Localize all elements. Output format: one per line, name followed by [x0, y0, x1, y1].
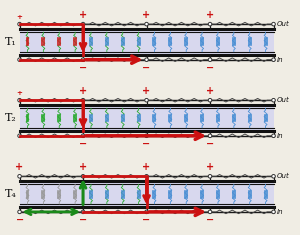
Text: +: +: [142, 86, 151, 96]
Text: +: +: [79, 10, 87, 20]
Circle shape: [81, 210, 85, 214]
Text: +: +: [206, 86, 214, 96]
Text: +: +: [206, 162, 214, 172]
Text: −: −: [142, 139, 151, 149]
Text: T₁: T₁: [5, 37, 16, 47]
Text: −: −: [142, 63, 151, 73]
Circle shape: [18, 210, 21, 214]
Circle shape: [145, 134, 148, 137]
Circle shape: [208, 22, 212, 26]
Text: −: −: [206, 63, 214, 73]
Text: In: In: [277, 133, 283, 139]
Text: +: +: [142, 10, 151, 20]
Text: −: −: [206, 215, 214, 225]
Text: +: +: [206, 10, 214, 20]
Circle shape: [208, 98, 212, 102]
Text: −: −: [142, 215, 151, 225]
Circle shape: [272, 98, 275, 102]
Text: In: In: [277, 209, 283, 215]
Circle shape: [81, 98, 85, 102]
Text: Out: Out: [277, 21, 289, 27]
Text: +: +: [16, 162, 24, 172]
Text: +: +: [142, 162, 151, 172]
Circle shape: [145, 98, 148, 102]
Text: T₂: T₂: [5, 113, 16, 123]
Circle shape: [272, 175, 275, 178]
Circle shape: [208, 134, 212, 137]
Circle shape: [81, 134, 85, 137]
Bar: [20, 181, 274, 208]
Circle shape: [81, 58, 85, 62]
Circle shape: [18, 98, 21, 102]
Text: +: +: [16, 14, 22, 20]
Circle shape: [145, 175, 148, 178]
Text: +: +: [79, 162, 87, 172]
Circle shape: [18, 22, 21, 26]
Circle shape: [272, 58, 275, 62]
Bar: [20, 105, 274, 131]
Text: −: −: [79, 139, 87, 149]
Circle shape: [81, 22, 85, 26]
Circle shape: [145, 22, 148, 26]
Circle shape: [18, 175, 21, 178]
Circle shape: [272, 210, 275, 214]
Text: −: −: [79, 63, 87, 73]
Circle shape: [18, 58, 21, 62]
Circle shape: [208, 175, 212, 178]
Circle shape: [145, 58, 148, 62]
Circle shape: [81, 175, 85, 178]
Circle shape: [18, 134, 21, 137]
Text: −: −: [206, 139, 214, 149]
Circle shape: [272, 22, 275, 26]
Circle shape: [272, 134, 275, 137]
Circle shape: [145, 210, 148, 214]
Text: Out: Out: [277, 97, 289, 103]
Text: +: +: [16, 90, 22, 96]
Circle shape: [208, 210, 212, 214]
Circle shape: [208, 58, 212, 62]
Text: −: −: [16, 215, 24, 225]
Bar: [20, 29, 274, 55]
Text: +: +: [79, 86, 87, 96]
Text: −: −: [79, 215, 87, 225]
Text: In: In: [277, 57, 283, 63]
Text: Out: Out: [277, 173, 289, 179]
Text: T₄: T₄: [5, 189, 16, 199]
